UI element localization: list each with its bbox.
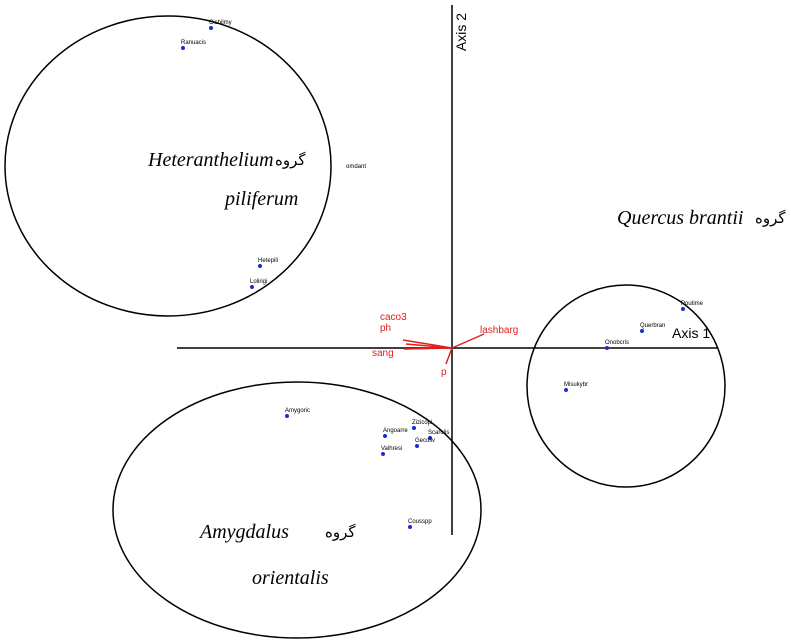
site-label: Poutime (681, 301, 704, 307)
site-label: Cousspp (408, 519, 432, 525)
axis-label: Axis 1 (672, 325, 710, 341)
vector-label: lashbarg (480, 325, 518, 336)
site-point (415, 444, 419, 448)
group-name: Quercus brantii (617, 207, 743, 229)
vector-arrow (445, 347, 453, 365)
site-label: Angoarre (383, 428, 408, 434)
site-point (681, 307, 685, 311)
group-name: orientalis (252, 567, 329, 589)
group-ellipse (526, 284, 726, 488)
group-prefix: گروه (325, 523, 356, 541)
site-point (381, 452, 385, 456)
axis-label: Axis 2 (453, 13, 469, 51)
site-label: Scarolis (428, 430, 449, 436)
site-label: Cichilmy (209, 20, 232, 26)
site-label: Misukybr (564, 382, 588, 388)
site-point (285, 414, 289, 418)
group-ellipse (4, 15, 332, 317)
site-label: Gecoliv (415, 438, 435, 444)
group-ellipse (112, 381, 482, 639)
site-point (209, 26, 213, 30)
vector-arrow (403, 347, 453, 350)
site-point (258, 264, 262, 268)
site-label: Hetepili (258, 258, 278, 264)
group-name: Amygdalus (198, 521, 289, 543)
vector-arrow (405, 343, 453, 349)
vector-label: caco3 (380, 312, 407, 323)
site-point (408, 525, 412, 529)
site-point (250, 285, 254, 289)
site-point (640, 329, 644, 333)
group-prefix: گروه (275, 151, 306, 169)
site-label: Ranuacis (181, 40, 206, 46)
site-label: omdant (346, 164, 366, 170)
site-point (564, 388, 568, 392)
vectors (402, 333, 485, 365)
vector-arrow (451, 333, 485, 349)
group-prefix: گروه (755, 209, 786, 227)
site-label: Zizicopi (412, 420, 432, 426)
site-label: Querbran (640, 323, 665, 329)
site-point (181, 46, 185, 50)
group-name: piliferum (223, 188, 298, 210)
site-label: Amygoric (285, 408, 310, 414)
group-name: Heteranthelium (147, 149, 274, 171)
vector-label: p (441, 367, 447, 378)
site-label: Lolirigi (250, 279, 267, 285)
site-point (428, 436, 432, 440)
site-label: Onobcris (605, 340, 629, 346)
vector-label: ph (380, 323, 391, 334)
site-point (412, 426, 416, 430)
site-point (383, 434, 387, 438)
site-point (605, 346, 609, 350)
site-label: Valhresi (381, 446, 402, 452)
vector-label: sang (372, 348, 394, 359)
